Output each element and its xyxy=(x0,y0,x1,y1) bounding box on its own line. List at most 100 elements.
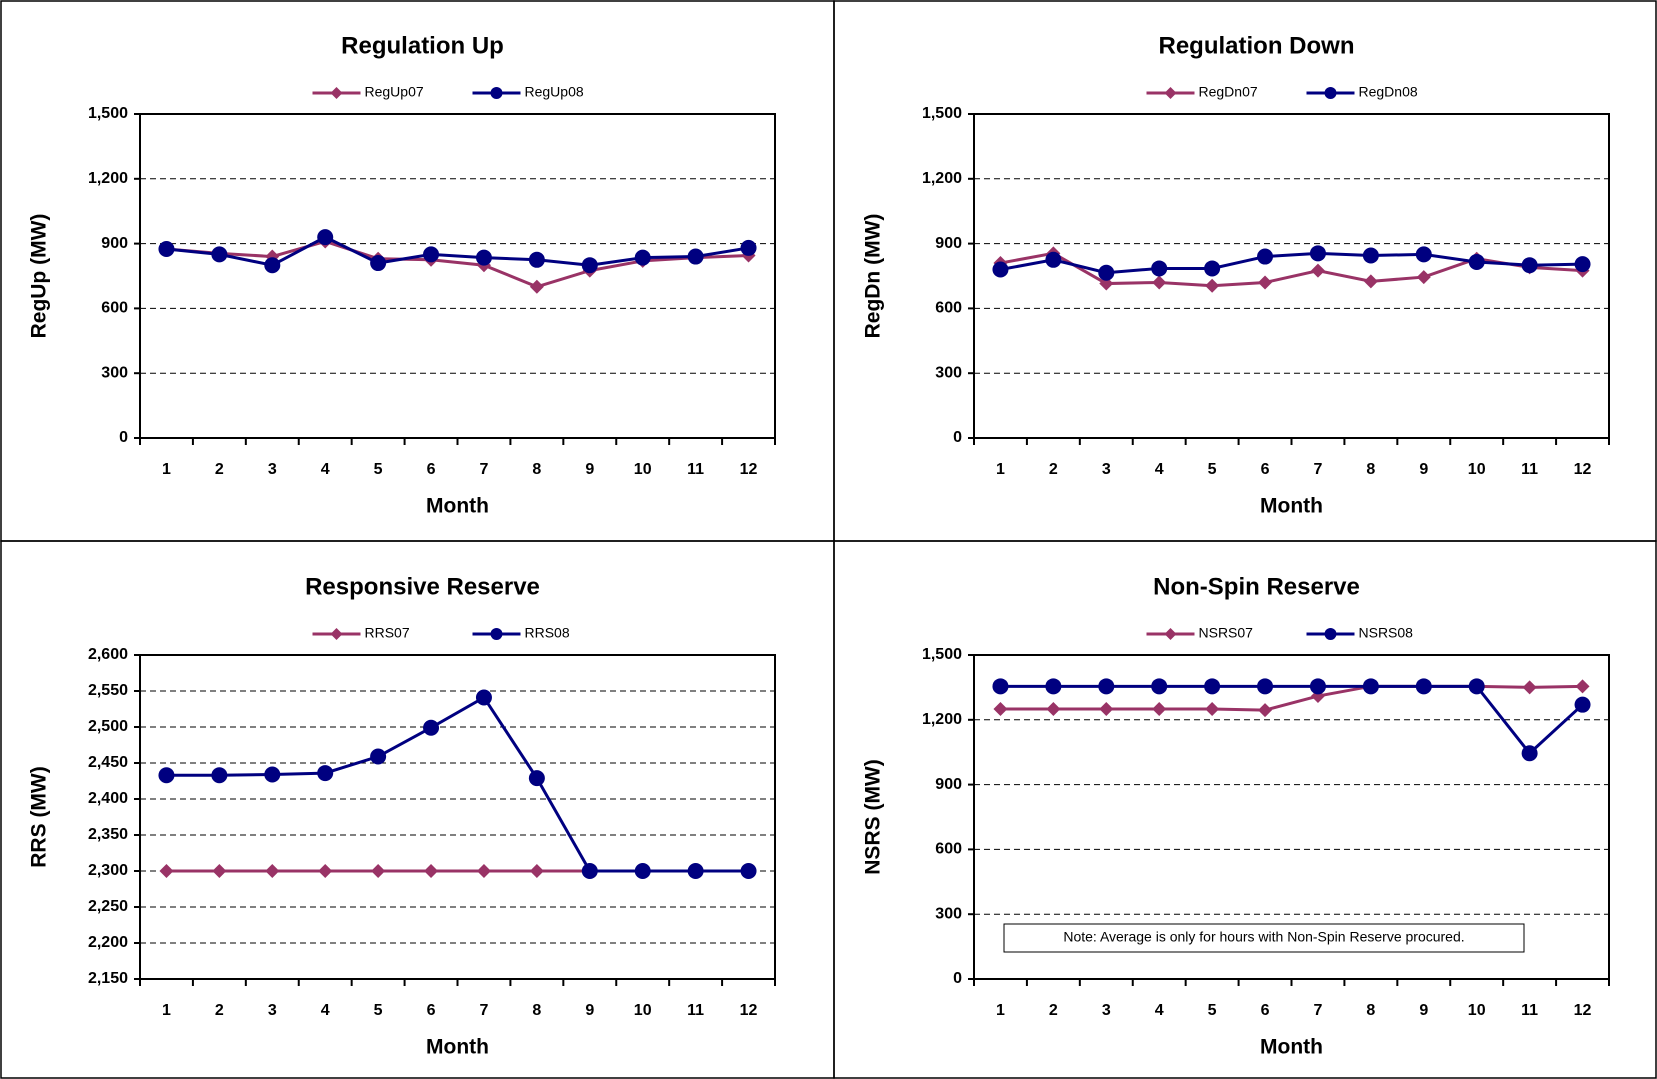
data-point xyxy=(687,248,704,265)
data-point xyxy=(687,863,704,879)
legend-label: NSRS08 xyxy=(1359,625,1414,641)
x-tick-label: 5 xyxy=(374,461,383,478)
data-point xyxy=(1468,678,1485,695)
chart-title: Responsive Reserve xyxy=(305,573,540,600)
data-point xyxy=(371,864,386,878)
x-tick-label: 12 xyxy=(740,1002,758,1019)
data-point xyxy=(1310,263,1325,278)
x-tick-label: 1 xyxy=(162,461,171,478)
chart: Responsive Reserve RRS07 RRS08 2,150 2,200 2,… xyxy=(28,573,776,1059)
y-tick-label: 300 xyxy=(101,364,128,381)
data-point xyxy=(992,678,1009,695)
y-tick-label: 300 xyxy=(935,905,962,922)
data-point xyxy=(158,241,175,257)
data-point xyxy=(634,249,651,266)
note: Note: Average is only for hours with Non… xyxy=(1063,929,1464,945)
x-tick-label: 9 xyxy=(1419,461,1428,478)
legend-marker xyxy=(1164,628,1177,640)
data-point xyxy=(1415,678,1432,695)
data-point xyxy=(1575,679,1590,694)
data-point xyxy=(423,719,440,736)
x-tick-label: 11 xyxy=(1521,1002,1538,1019)
data-point xyxy=(1099,702,1114,716)
data-point xyxy=(529,864,544,878)
data-point xyxy=(1309,678,1326,695)
data-point xyxy=(475,689,492,706)
y-tick-label: 2,150 xyxy=(88,970,128,987)
data-point xyxy=(476,864,491,878)
x-tick-label: 6 xyxy=(1261,1002,1270,1019)
data-point xyxy=(265,864,280,878)
chart: Regulation Down RegDn07 RegDn08 0 300 600 900 1… xyxy=(862,32,1610,518)
y-tick-label: 2,450 xyxy=(88,754,128,771)
data-point xyxy=(993,702,1008,716)
data-point xyxy=(1362,247,1379,264)
y-tick-label: 1,500 xyxy=(88,105,128,122)
x-tick-label: 1 xyxy=(996,461,1005,478)
data-point xyxy=(992,261,1009,278)
x-tick-label: 11 xyxy=(1521,461,1538,478)
y-tick-label: 2,500 xyxy=(88,718,128,735)
data-point xyxy=(1205,278,1220,293)
data-point xyxy=(1574,256,1591,273)
x-axis-title: Month xyxy=(426,495,489,518)
data-point xyxy=(1574,696,1591,713)
data-point xyxy=(1098,678,1115,695)
series-line xyxy=(166,235,749,267)
x-axis-title: Month xyxy=(1260,1036,1323,1059)
y-tick-label: 2,600 xyxy=(88,646,128,663)
data-point xyxy=(740,239,757,256)
data-point xyxy=(1151,678,1168,695)
plot-area xyxy=(139,654,776,980)
x-tick-label: 3 xyxy=(1102,1002,1111,1019)
data-point xyxy=(1522,680,1537,695)
y-tick-label: 2,550 xyxy=(88,682,128,699)
x-tick-label: 6 xyxy=(1261,461,1270,478)
data-point xyxy=(1362,678,1379,695)
y-tick-label: 600 xyxy=(101,300,128,317)
x-tick-label: 5 xyxy=(1208,461,1217,478)
y-tick-label: 2,250 xyxy=(88,898,128,915)
data-point xyxy=(740,863,757,879)
data-point xyxy=(1257,248,1274,265)
data-point xyxy=(1258,703,1273,718)
y-tick-label: 900 xyxy=(935,235,962,252)
data-point xyxy=(1521,257,1538,274)
y-tick-label: 1,200 xyxy=(922,170,962,187)
panel-border xyxy=(0,540,835,1079)
y-axis-title: RegDn (MW) xyxy=(862,214,885,339)
x-tick-label: 12 xyxy=(1574,461,1592,478)
y-tick-label: 900 xyxy=(101,235,128,252)
data-point xyxy=(528,251,545,268)
panel-border xyxy=(0,0,835,542)
y-tick-label: 2,350 xyxy=(88,826,128,843)
y-tick-label: 2,400 xyxy=(88,790,128,807)
x-tick-label: 6 xyxy=(427,461,436,478)
x-tick-label: 7 xyxy=(1314,461,1323,478)
panel-border xyxy=(833,540,1657,1079)
chart-title: Regulation Up xyxy=(341,32,504,59)
x-tick-label: 7 xyxy=(1314,1002,1323,1019)
chart-title: Non-Spin Reserve xyxy=(1153,573,1360,600)
chart: Non-Spin Reserve NSRS07 NSRS08 0 300 600 900 1,… xyxy=(862,573,1610,1059)
x-tick-label: 4 xyxy=(1155,461,1164,478)
y-axis-title: RRS (MW) xyxy=(28,766,51,867)
legend-marker xyxy=(330,628,343,640)
data-point xyxy=(528,770,545,787)
series-line xyxy=(1000,251,1583,288)
data-point xyxy=(1521,745,1538,762)
data-point xyxy=(634,863,651,879)
y-tick-label: 0 xyxy=(119,429,128,446)
legend-marker xyxy=(490,87,503,99)
data-point xyxy=(1045,251,1062,268)
data-point xyxy=(1098,264,1115,281)
x-tick-label: 9 xyxy=(585,461,594,478)
y-tick-label: 0 xyxy=(953,429,962,446)
data-point xyxy=(370,748,387,765)
data-point xyxy=(1046,702,1061,716)
data-point xyxy=(1151,260,1168,277)
data-point xyxy=(1416,270,1431,285)
x-tick-label: 11 xyxy=(687,461,704,478)
data-point xyxy=(317,229,334,246)
